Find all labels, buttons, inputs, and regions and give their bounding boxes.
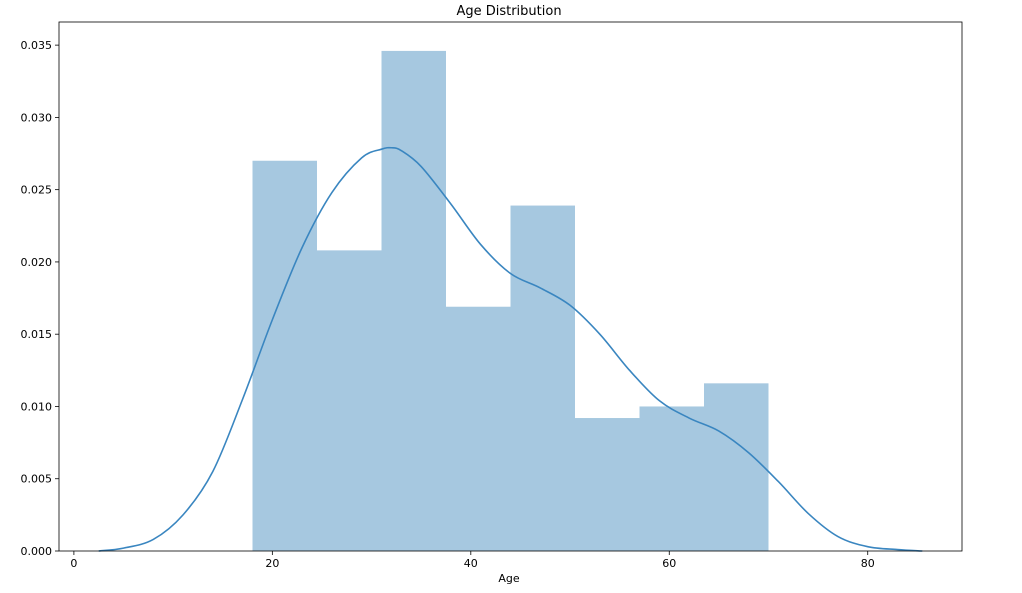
y-tick-label: 0.015 <box>21 328 53 341</box>
histogram-bars <box>252 50 769 551</box>
y-tick-label: 0.000 <box>21 545 53 558</box>
chart-title: Age Distribution <box>456 4 561 19</box>
y-tick-label: 0.030 <box>21 111 53 124</box>
x-tick-label: 60 <box>662 557 676 570</box>
x-tick-label: 80 <box>861 557 875 570</box>
y-tick-label: 0.010 <box>21 400 53 413</box>
histogram-bar <box>510 205 575 551</box>
histogram-bar <box>575 418 640 551</box>
axes: 0 20 40 60 80 0.000 0.005 0.010 0.015 0.020 0.025 0… <box>21 21 963 570</box>
y-tick-label: 0.020 <box>21 256 53 269</box>
y-tick-label: 0.035 <box>21 39 53 52</box>
histogram-bar <box>252 160 317 551</box>
histogram-bar <box>704 383 769 551</box>
y-tick-label: 0.005 <box>21 473 53 486</box>
histogram-bar <box>381 50 446 551</box>
x-axis-label: Age <box>498 572 520 585</box>
x-tick-label: 0 <box>70 557 77 570</box>
histogram-bar <box>317 250 382 551</box>
histogram-bar <box>446 306 511 551</box>
kde-curve <box>98 146 923 552</box>
x-tick-label: 40 <box>464 557 478 570</box>
x-tick-label: 20 <box>265 557 279 570</box>
plot-frame <box>58 21 963 552</box>
histogram-bar <box>639 406 704 551</box>
y-tick-label: 0.025 <box>21 184 53 197</box>
kde-curve-layer <box>98 146 923 552</box>
